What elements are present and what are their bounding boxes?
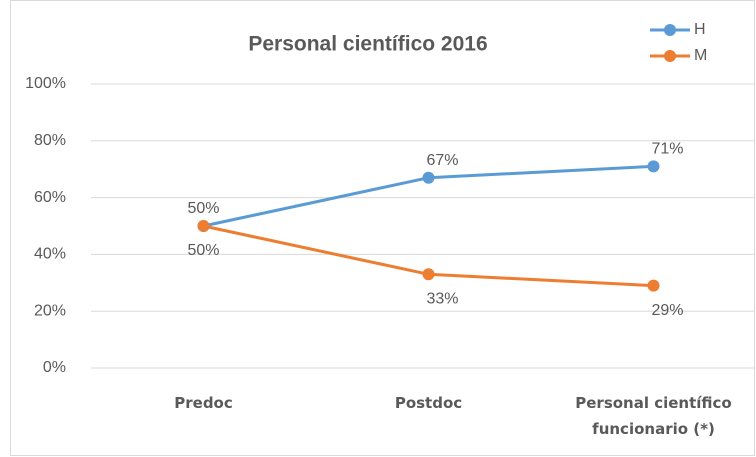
legend-marker [664, 50, 676, 62]
legend-label: M [694, 47, 707, 64]
data-label: 50% [187, 200, 219, 217]
x-tick-label-box: Personal científico funcionario (*) [575, 394, 732, 438]
point [647, 279, 660, 292]
data-label: 50% [187, 242, 219, 259]
y-tick-label: 60% [34, 189, 66, 206]
x-tick-label-box: Postdoc [394, 394, 463, 412]
chart-border [10, 0, 755, 456]
legend-marker [664, 24, 676, 36]
x-tick-label: Predoc [174, 394, 233, 412]
point [197, 220, 210, 232]
y-tick-label: 100% [25, 75, 66, 92]
y-tick-label: 20% [34, 302, 66, 319]
data-label: 71% [651, 141, 683, 158]
y-tick-label: 0% [43, 359, 66, 376]
point [647, 160, 660, 173]
x-tick-label: Personal científico funcionario (*) [575, 394, 732, 438]
point [422, 268, 435, 281]
chart-title: Personal científico 2016 [248, 33, 487, 56]
y-tick-label: 80% [34, 132, 66, 149]
x-tick-label-box: Predoc [174, 394, 233, 412]
point [422, 171, 435, 184]
data-label: 33% [426, 290, 458, 307]
y-tick-label: 40% [34, 246, 66, 263]
legend-label: H [694, 21, 706, 38]
data-label: 67% [426, 152, 458, 169]
x-tick-label: Postdoc [394, 394, 463, 412]
data-label: 29% [651, 302, 683, 319]
